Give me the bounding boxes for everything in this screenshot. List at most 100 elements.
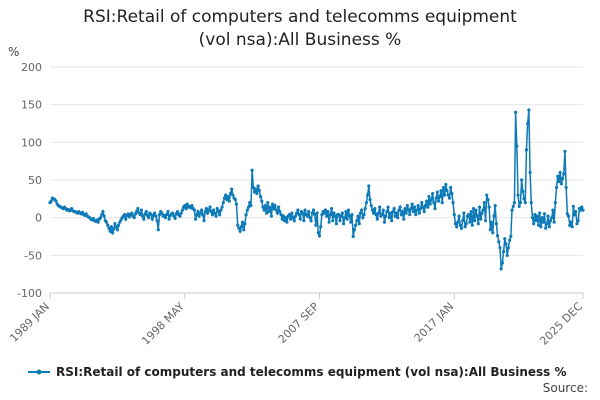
data-point	[390, 219, 394, 223]
data-point	[493, 204, 497, 208]
data-point	[239, 225, 243, 229]
data-point	[406, 208, 411, 212]
data-point	[468, 220, 472, 224]
data-point	[417, 211, 421, 215]
data-point	[388, 211, 393, 215]
data-point	[368, 197, 372, 202]
data-point	[333, 214, 337, 218]
data-point	[234, 202, 239, 206]
y-tick-label: 0	[35, 212, 42, 225]
data-point	[467, 213, 471, 217]
data-point	[450, 191, 454, 196]
data-point	[323, 208, 328, 212]
data-point	[132, 216, 136, 220]
data-point	[378, 205, 382, 209]
data-point	[473, 219, 477, 223]
data-point	[209, 210, 213, 214]
data-point	[374, 213, 378, 217]
data-point	[340, 211, 344, 215]
data-point	[385, 210, 389, 214]
data-point	[494, 222, 498, 226]
data-point	[355, 219, 359, 223]
data-point	[115, 228, 119, 232]
data-point	[380, 213, 384, 217]
data-point	[221, 201, 225, 205]
data-point	[458, 223, 462, 227]
data-point	[251, 185, 255, 190]
data-point	[216, 210, 221, 214]
data-point	[410, 202, 414, 206]
data-point	[414, 213, 418, 217]
data-point	[198, 211, 202, 215]
data-point	[153, 211, 157, 215]
data-point	[424, 199, 429, 203]
data-point	[269, 214, 273, 218]
data-point	[249, 204, 253, 208]
data-point	[405, 204, 409, 208]
data-point	[447, 196, 452, 200]
data-point	[107, 226, 111, 230]
data-point	[440, 201, 444, 205]
data-point	[527, 108, 531, 112]
data-point	[308, 216, 312, 220]
data-point	[517, 204, 521, 208]
data-point	[402, 217, 406, 221]
data-point	[157, 213, 162, 217]
data-point	[98, 216, 103, 220]
data-point	[142, 217, 146, 221]
data-point	[457, 214, 461, 218]
data-point	[576, 219, 580, 223]
data-point	[305, 214, 310, 218]
data-point	[523, 201, 527, 205]
data-point	[207, 208, 211, 212]
data-point	[224, 193, 228, 197]
data-point	[451, 201, 455, 205]
data-point	[418, 207, 423, 211]
data-point	[256, 184, 260, 188]
data-point	[175, 210, 180, 214]
data-point	[106, 223, 110, 227]
data-point	[167, 217, 171, 221]
data-point	[397, 208, 401, 212]
data-point	[218, 213, 222, 217]
data-point	[325, 214, 329, 218]
data-point	[222, 196, 227, 200]
data-point	[311, 208, 316, 212]
data-point	[562, 172, 566, 176]
data-point	[558, 170, 562, 175]
data-point	[542, 212, 547, 216]
data-point	[280, 217, 284, 221]
data-point	[411, 210, 415, 214]
data-point	[446, 193, 450, 197]
data-point	[274, 208, 278, 212]
data-point	[408, 213, 412, 217]
data-point	[100, 213, 104, 217]
data-point	[510, 208, 514, 212]
data-point	[564, 185, 568, 190]
data-point	[201, 213, 205, 217]
data-point	[566, 214, 571, 218]
data-point	[481, 208, 485, 212]
data-point	[331, 219, 335, 223]
x-tick-label: 1989 JAN	[7, 300, 52, 345]
data-point	[102, 214, 106, 218]
data-point	[316, 231, 320, 235]
data-point	[267, 210, 271, 214]
data-point	[285, 220, 289, 224]
data-point	[499, 267, 503, 271]
data-point	[202, 219, 206, 223]
data-point	[264, 211, 269, 215]
data-point	[364, 201, 369, 205]
data-point	[412, 205, 417, 209]
data-point	[483, 219, 488, 223]
data-point	[570, 225, 574, 229]
data-point	[284, 216, 288, 220]
data-point	[540, 216, 544, 220]
data-point	[178, 214, 182, 218]
data-point	[290, 211, 294, 215]
data-point	[475, 214, 479, 218]
data-point	[357, 222, 361, 226]
data-point	[206, 211, 210, 215]
data-point	[438, 194, 442, 199]
